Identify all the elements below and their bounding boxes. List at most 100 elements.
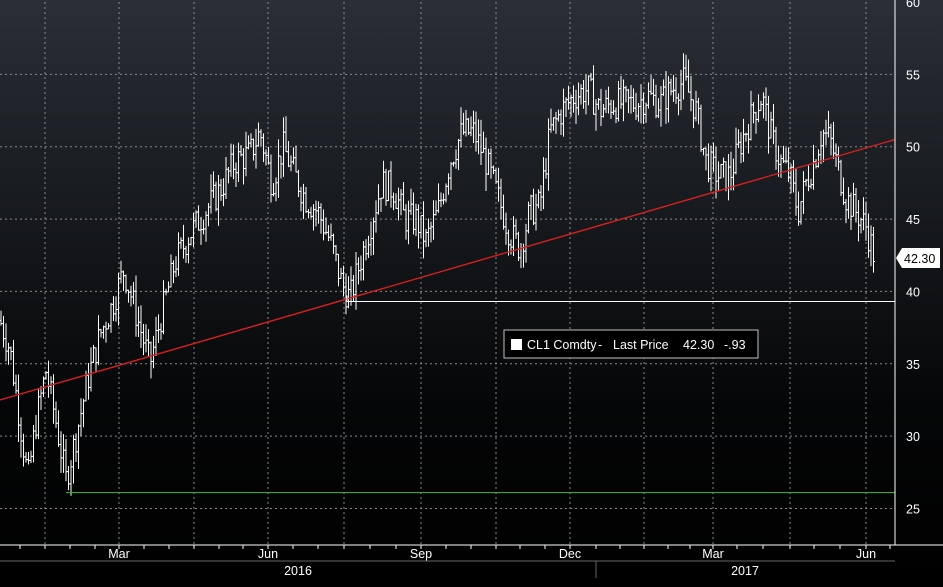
ohlc-bar [872, 226, 875, 273]
ohlc-bar [772, 104, 775, 145]
ohlc-bar [154, 316, 158, 356]
ohlc-bar [249, 133, 253, 148]
ohlc-bar [122, 270, 125, 292]
ohlc-bar [482, 131, 485, 153]
last-price-tag-value: 42.30 [904, 252, 935, 266]
ohlc-bar [734, 127, 738, 175]
ohlc-bar [174, 256, 178, 278]
ohlc-bar [179, 237, 183, 249]
ohlc-bar [19, 417, 23, 458]
ohlc-bar [542, 157, 545, 210]
ohlc-bar [552, 117, 555, 131]
ohlc-bar [27, 451, 30, 465]
ohlc-bar [219, 179, 223, 201]
ohlc-bar [389, 161, 393, 208]
ohlc-bar [72, 434, 75, 484]
ohlc-bar [372, 217, 375, 255]
ohlc-bar [477, 119, 480, 155]
ohlc-bar [299, 186, 303, 212]
ohlc-bar [822, 129, 825, 163]
ohlc-bar [757, 94, 760, 123]
ohlc-bar [344, 273, 348, 315]
x-year-label: 2016 [284, 564, 312, 578]
ohlc-bar [737, 129, 740, 148]
ohlc-bar [842, 177, 845, 205]
last-price-tag: 42.30 [896, 248, 940, 268]
ohlc-bar [82, 398, 85, 428]
ohlc-bar [2, 315, 5, 348]
ohlc-bar [499, 178, 503, 220]
ohlc-bar [639, 84, 643, 124]
ohlc-bar [104, 321, 108, 343]
ohlc-bar [162, 280, 165, 335]
ohlc-bar [342, 265, 345, 297]
ohlc-bar [17, 374, 20, 442]
ohlc-bar [109, 302, 113, 333]
ohlc-bar [782, 145, 785, 164]
ohlc-bar [284, 116, 288, 153]
ohlc-bar [209, 174, 213, 214]
ohlc-bar [677, 93, 680, 116]
ohlc-bar [102, 325, 105, 339]
ohlc-bar [699, 104, 703, 153]
ohlc-bar [857, 200, 860, 242]
ohlc-bar [749, 90, 753, 141]
ohlc-bar [429, 221, 433, 243]
ohlc-bar [674, 77, 678, 104]
ohlc-bar [474, 111, 478, 152]
ohlc-bar [427, 218, 430, 247]
ohlc-bar [697, 97, 700, 125]
ohlc-bar [454, 149, 458, 169]
ohlc-bar [647, 82, 650, 109]
price-bars [0, 53, 875, 496]
ohlc-bar [532, 188, 535, 226]
ohlc-bar [682, 53, 685, 100]
x-month-label: Jun [856, 547, 876, 561]
ohlc-bar [582, 80, 585, 109]
ohlc-bar [559, 109, 563, 135]
ohlc-bar [234, 162, 238, 188]
ohlc-bar [654, 84, 658, 119]
legend-swatch [511, 339, 522, 350]
ohlc-bar [382, 160, 385, 199]
ohlc-bar [549, 108, 553, 133]
ohlc-bar [304, 186, 308, 213]
ohlc-bar [232, 144, 235, 180]
ohlc-bar [97, 315, 100, 366]
y-tick-label: 50 [906, 141, 920, 155]
ohlc-bar [664, 71, 668, 124]
ohlc-bar [649, 75, 653, 95]
ohlc-bar [222, 178, 225, 207]
x-month-label: Mar [108, 547, 130, 561]
ohlc-bar [22, 433, 25, 467]
trendline [0, 138, 896, 401]
ohlc-bar [217, 174, 220, 226]
ohlc-bar [424, 228, 428, 248]
ohlc-bar [59, 431, 63, 473]
ohlc-bar [659, 86, 663, 127]
ohlc-bar [717, 161, 720, 192]
ohlc-bar [332, 233, 335, 255]
ohlc-bar [79, 398, 83, 437]
legend-field: Last Price [613, 338, 669, 352]
ohlc-bar [869, 225, 873, 267]
ohlc-bar [587, 75, 590, 106]
ohlc-bar [662, 79, 665, 96]
ohlc-bar [449, 162, 453, 191]
ohlc-bar [334, 245, 338, 262]
ohlc-bar [792, 160, 795, 193]
ohlc-bar [812, 144, 815, 190]
ohlc-bar [852, 182, 855, 217]
ohlc-bar [774, 126, 778, 170]
legend-last-price: 42.30 [683, 338, 714, 352]
ohlc-bar [497, 167, 500, 202]
ohlc-bar [489, 148, 493, 179]
ohlc-bar [484, 137, 488, 192]
ohlc-bar [514, 219, 518, 239]
ohlc-bar [407, 200, 410, 245]
ohlc-bar [67, 466, 70, 491]
ohlc-bar [277, 139, 280, 199]
ohlc-bar [229, 143, 233, 177]
ohlc-bar [402, 182, 405, 211]
